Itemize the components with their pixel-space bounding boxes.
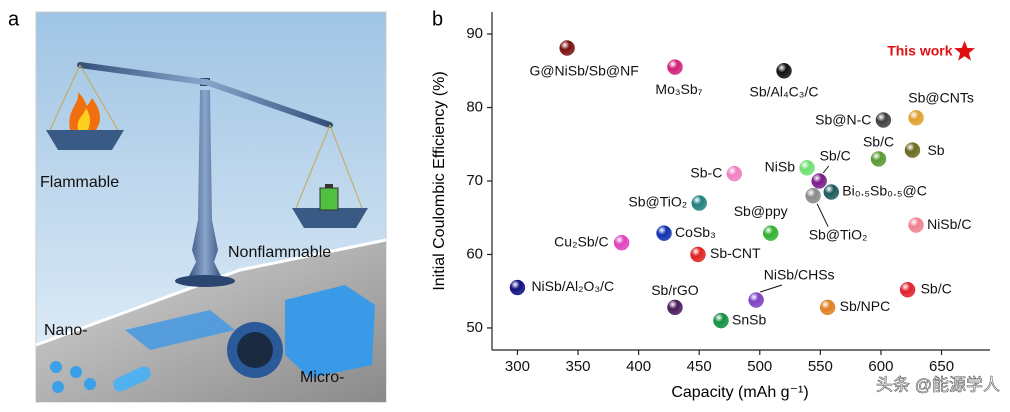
point-label: Sb/NPC — [840, 298, 891, 314]
point-label: CoSb₃ — [675, 224, 716, 240]
y-tick-label: 60 — [466, 245, 483, 262]
arrow-line — [759, 284, 783, 293]
x-tick-label: 650 — [929, 358, 954, 375]
star-point — [954, 40, 975, 61]
x-tick-label: 300 — [505, 358, 530, 375]
scatter-point — [656, 225, 672, 241]
point-label: This work — [887, 42, 953, 58]
x-tick-label: 350 — [566, 358, 591, 375]
scatter-point — [667, 59, 683, 75]
scatter-point — [691, 195, 707, 211]
x-tick-label: 450 — [687, 358, 712, 375]
scatter-point — [509, 279, 526, 296]
y-tick-label: 50 — [466, 319, 483, 336]
scatter-point — [613, 234, 630, 251]
scatter-point — [870, 151, 887, 167]
illustration-label: Flammable — [40, 174, 119, 191]
scatter-point — [713, 312, 729, 329]
y-axis-label: Initial Coulombic Efficiency (%) — [431, 71, 448, 290]
point-label: Sb/rGO — [651, 282, 699, 298]
scatter-point — [559, 40, 575, 56]
point-label: Sb@TiO₂ — [809, 226, 868, 242]
scatter-point — [748, 292, 764, 308]
scatter-point — [875, 112, 892, 128]
point-label: Sb-CNT — [710, 245, 761, 261]
watermark: 头条 @能源学人 — [876, 375, 1000, 394]
x-tick-label: 600 — [868, 358, 893, 375]
point-label: Bi₀.₅Sb₀.₅@C — [842, 183, 927, 199]
point-label: Sb/C — [921, 280, 952, 296]
illustration-label: Micro- — [300, 369, 344, 386]
scatter-point — [904, 142, 921, 158]
scatter-point — [908, 110, 924, 126]
point-label: Cu₂Sb/C — [554, 233, 608, 249]
point-label: SnSb — [732, 311, 766, 327]
point-label: Sb@CNTs — [908, 90, 974, 106]
scatter-point — [805, 187, 821, 204]
scatter-point — [726, 165, 743, 182]
scatter-point — [908, 217, 924, 233]
scatter-point — [690, 246, 706, 263]
scatter-point — [776, 63, 792, 79]
x-tick-label: 500 — [747, 358, 772, 375]
scatter-point — [899, 281, 916, 298]
scatter-point — [762, 225, 779, 241]
panel-letter: b — [432, 8, 443, 30]
x-tick-label: 550 — [808, 358, 833, 375]
scatter-point — [799, 160, 815, 176]
point-label: Sb@ppy — [734, 203, 788, 219]
panel-a-illustration — [35, 11, 387, 403]
point-label: Sb/C — [820, 148, 851, 164]
point-label: Sb@N-C — [815, 112, 871, 128]
point-label: Sb-C — [690, 164, 722, 180]
panel-letter: a — [8, 8, 20, 30]
point-label: G@NiSb/Sb@NF — [529, 63, 638, 79]
point-label: NiSb — [765, 158, 796, 174]
point-label: Sb/Al₄C₃/C — [750, 83, 819, 99]
arrow-line — [822, 165, 830, 174]
point-label: NiSb/Al₂O₃/C — [531, 278, 614, 294]
scatter-point — [819, 299, 836, 316]
illustration-label: Nano- — [44, 322, 88, 339]
point-label: Sb@TiO₂ — [628, 194, 687, 210]
x-tick-label: 400 — [626, 358, 651, 375]
arrow-line — [816, 203, 829, 227]
scatter-point — [667, 299, 683, 316]
point-label: NiSb/CHSs — [764, 267, 835, 283]
y-tick-label: 80 — [466, 98, 483, 115]
x-axis-label: Capacity (mAh g⁻¹) — [671, 384, 808, 401]
illustration-label: Nonflammable — [228, 244, 331, 261]
point-label: Mo₃Sb₇ — [655, 81, 702, 97]
y-tick-label: 70 — [466, 172, 483, 189]
scatter-point — [823, 184, 840, 200]
scatter-point — [811, 173, 827, 189]
y-tick-label: 90 — [466, 25, 483, 42]
point-label: NiSb/C — [927, 216, 971, 232]
point-label: Sb — [927, 142, 944, 158]
point-label: Sb/C — [863, 134, 894, 150]
